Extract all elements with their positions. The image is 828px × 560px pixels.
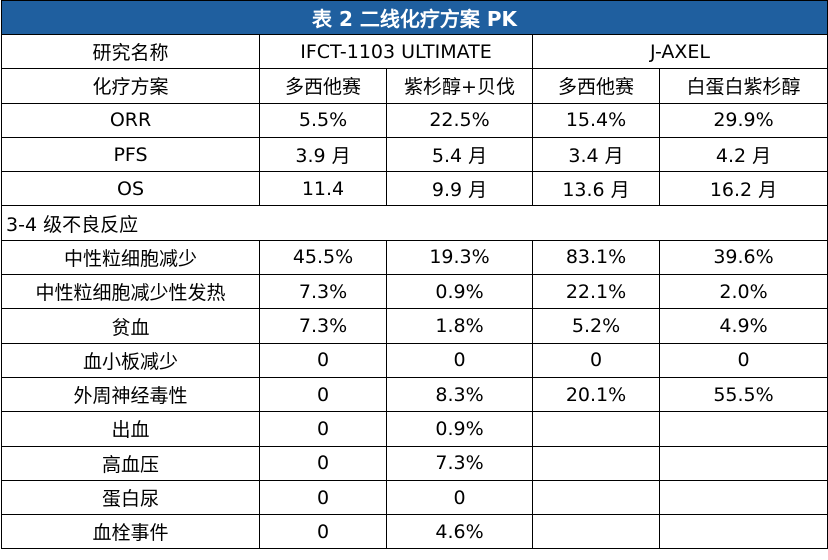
value-cell: 16.2 月 [658, 171, 828, 207]
regimen-row: 化疗方案 多西他赛 紫杉醇+贝伐 多西他赛 白蛋白紫杉醇 [1, 68, 828, 104]
value-cell: 22.1% [532, 274, 660, 310]
value-cell: 2.0% [658, 274, 828, 310]
study-name-label: 研究名称 [1, 33, 260, 70]
row-label: 外周神经毒性 [1, 376, 260, 413]
value-cell: 1.8% [386, 308, 533, 344]
regimen-cell: 紫杉醇+贝伐 [386, 68, 533, 104]
value-cell: 5.5% [259, 102, 387, 138]
value-cell: 0 [259, 411, 387, 447]
efficacy-row: PFS 3.9 月 5.4 月 3.4 月 4.2 月 [1, 136, 828, 173]
value-cell [658, 445, 828, 481]
value-cell: 3.4 月 [532, 136, 660, 173]
regimen-label: 化疗方案 [1, 68, 260, 104]
value-cell: 20.1% [532, 376, 660, 413]
row-label: ORR [1, 102, 260, 138]
study-ultimate: IFCT-1103 ULTIMATE [259, 33, 533, 70]
efficacy-row: ORR 5.5% 22.5% 15.4% 29.9% [1, 102, 828, 138]
row-label: 蛋白尿 [1, 479, 260, 516]
value-cell: 19.3% [386, 239, 533, 276]
row-label: PFS [1, 136, 260, 173]
value-cell: 4.6% [386, 514, 533, 550]
value-cell: 3.9 月 [259, 136, 387, 173]
value-cell: 7.3% [259, 274, 387, 310]
study-name-row: 研究名称 IFCT-1103 ULTIMATE J-AXEL [1, 33, 828, 70]
value-cell [532, 514, 660, 550]
adverse-event-row: 血小板减少 0 0 0 0 [1, 342, 828, 378]
value-cell: 9.9 月 [386, 171, 533, 207]
value-cell: 0 [658, 342, 828, 378]
value-cell: 45.5% [259, 239, 387, 276]
row-label: OS [1, 171, 260, 207]
value-cell [658, 514, 828, 550]
study-j-axel: J-AXEL [531, 33, 828, 70]
value-cell: 0 [259, 376, 387, 413]
value-cell: 8.3% [386, 376, 533, 413]
value-cell: 29.9% [658, 102, 828, 138]
value-cell: 0 [259, 514, 387, 550]
value-cell: 13.6 月 [532, 171, 660, 207]
adverse-event-row: 中性粒细胞减少性发热 7.3% 0.9% 22.1% 2.0% [1, 274, 828, 310]
value-cell: 4.9% [658, 308, 828, 344]
value-cell: 0 [386, 479, 533, 516]
value-cell: 0.9% [386, 274, 533, 310]
value-cell: 5.2% [532, 308, 660, 344]
row-label: 出血 [1, 411, 260, 447]
row-label: 中性粒细胞减少 [1, 239, 260, 276]
value-cell: 4.2 月 [658, 136, 828, 173]
efficacy-row: OS 11.4 9.9 月 13.6 月 16.2 月 [1, 171, 828, 207]
table-title-row: 表 2 二线化疗方案 PK [0, 0, 828, 35]
adverse-event-row: 蛋白尿 0 0 [1, 479, 828, 516]
regimen-cell: 多西他赛 [259, 68, 387, 104]
value-cell: 15.4% [532, 102, 660, 138]
adverse-event-row: 血栓事件 0 4.6% [1, 514, 828, 550]
row-label: 血栓事件 [1, 514, 260, 550]
row-label: 高血压 [1, 445, 260, 481]
value-cell: 7.3% [259, 308, 387, 344]
value-cell [532, 479, 660, 516]
value-cell: 0 [386, 342, 533, 378]
value-cell: 0 [259, 342, 387, 378]
regimen-cell: 白蛋白紫杉醇 [658, 68, 828, 104]
value-cell: 0 [259, 445, 387, 481]
ae-section-label: 3-4 级不良反应 [0, 205, 828, 241]
value-cell [658, 479, 828, 516]
regimen-cell: 多西他赛 [532, 68, 660, 104]
adverse-event-row: 贫血 7.3% 1.8% 5.2% 4.9% [1, 308, 828, 344]
value-cell [532, 445, 660, 481]
row-label: 血小板减少 [1, 342, 260, 378]
value-cell: 39.6% [658, 239, 828, 276]
row-label: 贫血 [1, 308, 260, 344]
value-cell: 0 [259, 479, 387, 516]
value-cell: 11.4 [259, 171, 387, 207]
row-label: 中性粒细胞减少性发热 [1, 274, 260, 310]
adverse-event-row: 中性粒细胞减少 45.5% 19.3% 83.1% 39.6% [1, 239, 828, 276]
value-cell: 22.5% [386, 102, 533, 138]
value-cell: 55.5% [658, 376, 828, 413]
adverse-event-row: 外周神经毒性 0 8.3% 20.1% 55.5% [1, 376, 828, 413]
value-cell: 0 [532, 342, 660, 378]
value-cell: 5.4 月 [386, 136, 533, 173]
ae-section-row: 3-4 级不良反应 [0, 205, 828, 241]
value-cell: 83.1% [532, 239, 660, 276]
value-cell [658, 411, 828, 447]
value-cell: 7.3% [386, 445, 533, 481]
adverse-event-row: 出血 0 0.9% [1, 411, 828, 447]
table-title: 表 2 二线化疗方案 PK [0, 0, 828, 35]
value-cell [532, 411, 660, 447]
adverse-event-row: 高血压 0 7.3% [1, 445, 828, 481]
value-cell: 0.9% [386, 411, 533, 447]
